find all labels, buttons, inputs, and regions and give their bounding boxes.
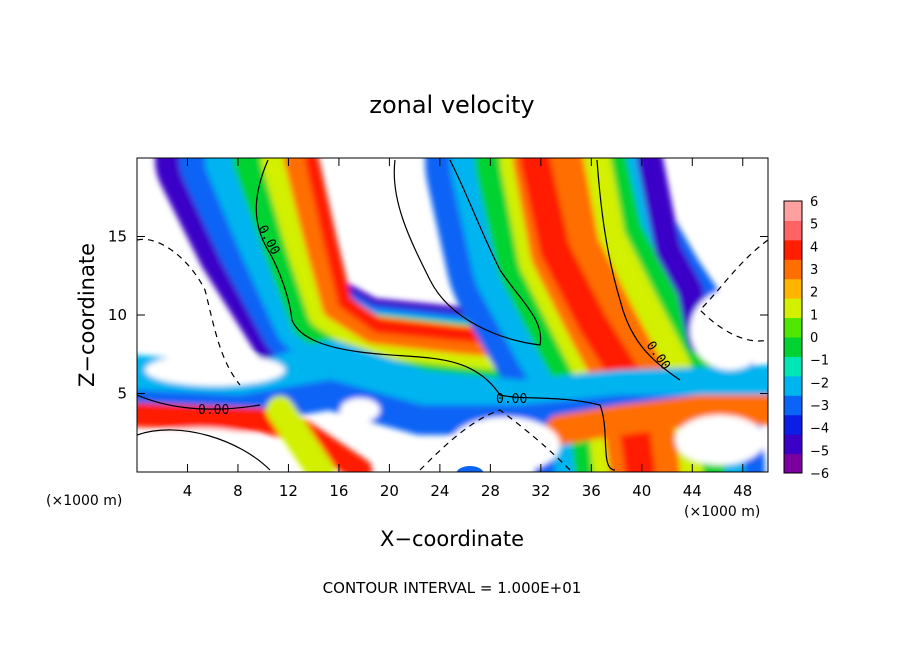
y-tick-label: 10	[108, 306, 127, 324]
lower-band	[266, 396, 334, 472]
colorbar-tick-label: −1	[810, 354, 829, 369]
colorbar: 6 5 4 3 2 1 0 −1 −2 −3 −4 −5 −6	[783, 195, 829, 482]
x-tick-label: 12	[279, 482, 298, 500]
colorbar-swatch	[784, 259, 802, 280]
colorbar-swatch	[784, 453, 802, 474]
colorbar-tick-label: −2	[810, 376, 829, 391]
colorbar-tick-label: 3	[810, 263, 818, 278]
white-pocket	[450, 417, 560, 472]
colorbar-swatch	[784, 201, 802, 221]
contour-label: 0.00	[496, 392, 527, 407]
x-unit-note: (×1000 m)	[46, 493, 122, 509]
x-tick-label: 28	[481, 482, 500, 500]
lower-band	[545, 395, 768, 445]
x-tick-label: 8	[233, 482, 243, 500]
colorbar-swatch	[784, 239, 802, 260]
colorbar-tick-label: −3	[810, 399, 829, 414]
colorbar-tick-label: −4	[810, 422, 829, 437]
colorbar-swatch	[784, 298, 802, 319]
x-tick-label: 16	[329, 482, 348, 500]
colorbar-tick-label: 0	[810, 331, 818, 346]
colorbar-tick-label: −6	[810, 467, 829, 482]
zero-contour	[596, 159, 681, 381]
y-tick-label: 5	[117, 385, 127, 403]
velocity-field	[137, 158, 768, 472]
colorbar-tick-label: 4	[810, 240, 818, 255]
y-axis-label: Z−coordinate	[75, 243, 99, 387]
x-tick-label: 24	[430, 482, 449, 500]
colorbar-swatch	[784, 220, 802, 241]
colorbar-swatch	[784, 278, 802, 299]
colorbar-swatch	[784, 375, 802, 396]
zero-contour	[137, 394, 261, 410]
white-pocket	[690, 290, 768, 370]
colorbar-swatch	[784, 395, 802, 416]
dashed-contour	[419, 409, 571, 471]
colorbar-swatch	[784, 414, 802, 435]
contour-label: 0.00	[198, 403, 229, 418]
colorbar-swatch	[784, 356, 802, 377]
blue-blob	[456, 466, 484, 472]
y-axis-ticks: 5 10 15	[108, 228, 768, 403]
colorbar-tick-label: 1	[810, 308, 818, 323]
x-axis-label: X−coordinate	[380, 527, 524, 551]
contour-interval-footer: CONTOUR INTERVAL = 1.000E+01	[323, 579, 582, 597]
x-tick-label: 4	[183, 482, 193, 500]
solid-contour	[393, 159, 542, 346]
white-pocket	[145, 354, 285, 386]
white-pocket	[340, 398, 380, 422]
x-tick-label: 48	[733, 482, 752, 500]
zero-contour	[255, 159, 616, 471]
colorbar-frame	[783, 200, 803, 474]
x-tick-label: 44	[683, 482, 702, 500]
contour-lines	[137, 159, 768, 471]
chart-title: zonal velocity	[369, 91, 534, 119]
colorbar-tick-label: 5	[810, 218, 818, 233]
x-tick-label: 40	[632, 482, 651, 500]
colorbar-swatch	[784, 337, 802, 357]
colorbar-tick-label: 6	[810, 195, 818, 210]
colorbar-swatch	[784, 434, 802, 455]
colorbar-tick-label: 2	[810, 286, 818, 301]
colorbar-tick-label: −5	[810, 444, 829, 459]
x-tick-label: 36	[582, 482, 601, 500]
zero-contour	[137, 429, 271, 471]
x-axis-ticks: 4 8 12 16 20 24 28 32 36 40 44 48	[183, 158, 752, 500]
x-tick-label: 32	[531, 482, 550, 500]
x-tick-label: 20	[380, 482, 399, 500]
white-pocket	[137, 428, 270, 472]
y-unit-note: (×1000 m)	[684, 504, 760, 520]
colorbar-swatch	[784, 317, 802, 338]
white-pocket	[675, 415, 765, 465]
y-tick-label: 15	[108, 228, 127, 246]
dashed-contour	[137, 238, 241, 386]
